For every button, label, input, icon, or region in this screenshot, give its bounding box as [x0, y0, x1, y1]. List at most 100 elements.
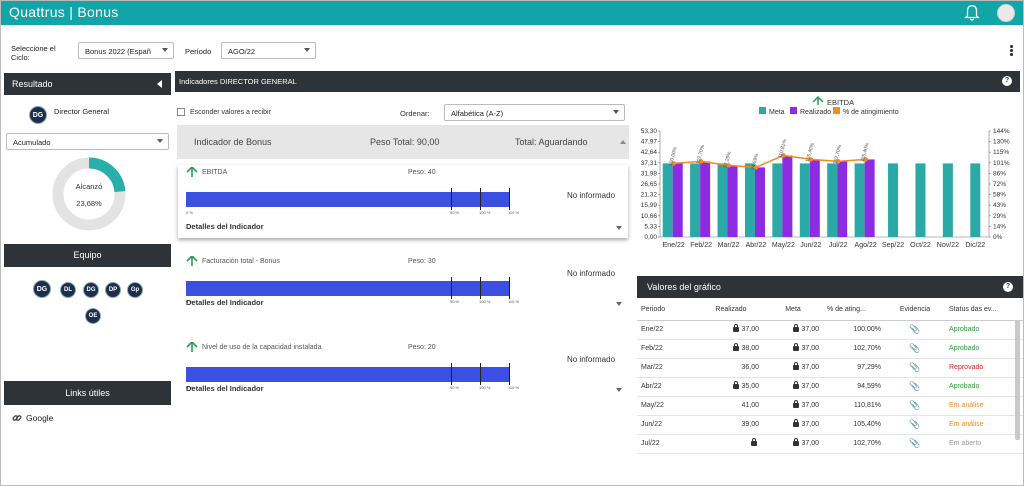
y2-tick-label: 130%: [993, 139, 1010, 146]
details-toggle[interactable]: Detalles del Indicador: [186, 298, 264, 307]
order-select[interactable]: Alfabética (A-Z): [444, 104, 625, 121]
cell-period: Ene/22: [637, 320, 699, 340]
team-header: Equipo: [4, 244, 171, 267]
pct-point: [671, 161, 677, 166]
indicator-card[interactable]: Nivel de uso de la capacidad instalada Pe…: [178, 340, 628, 406]
chevron-down-icon[interactable]: [616, 388, 622, 392]
table-row[interactable]: Jun/22 39,00 37,00 105,40% 📎 Em análise: [637, 415, 1023, 435]
period-select[interactable]: AGO/22: [221, 42, 316, 59]
lock-icon: [793, 438, 800, 446]
table-row[interactable]: Ene/22 37,00 37,00 100,00% 📎 Aprobado: [637, 320, 1023, 340]
cycle-select[interactable]: Bonus 2022 (Españ: [78, 42, 174, 59]
legend-label: % de atingimiento: [843, 109, 899, 116]
y-tick-label: 5,33: [644, 223, 657, 230]
indicator-peso: Peso: 20: [408, 344, 436, 351]
team-member-avatar[interactable]: DG: [83, 282, 99, 298]
y-tick-label: 26,65: [641, 181, 658, 188]
pct-data-label: 110,81%: [778, 138, 789, 159]
x-tick-label: Ene/22: [663, 242, 685, 249]
paperclip-icon[interactable]: 📎: [909, 381, 921, 391]
y2-tick-label: 144%: [993, 128, 1010, 135]
help-icon[interactable]: ?: [1002, 76, 1012, 86]
x-tick-label: Ago/22: [855, 242, 877, 249]
indicator-card[interactable]: Facturación total - Bonus Peso: 30 0 % 90 %…: [178, 254, 628, 320]
y-tick-label: 21,32: [641, 192, 658, 199]
accum-select[interactable]: Acumulado: [6, 133, 169, 150]
realizado-bar: [782, 155, 793, 237]
tick-label: 90 %: [450, 385, 460, 390]
table-row[interactable]: Feb/22 38,00 37,00 102,70% 📎 Aprobado: [637, 339, 1023, 359]
user-avatar[interactable]: [997, 4, 1015, 22]
ebitda-chart: EBITDA Meta Realizado % de atingimiento 53,3…: [641, 95, 1010, 249]
x-tick-label: Jul/22: [829, 242, 848, 249]
team-member-avatar[interactable]: OE: [85, 308, 101, 324]
table-row[interactable]: Abr/22 35,00 37,00 94,59% 📎 Aprobado: [637, 377, 1023, 397]
col-header: Evidencia: [885, 300, 945, 321]
donut-value: 23,68%: [76, 199, 102, 208]
team-member-avatar[interactable]: Gp: [127, 282, 143, 298]
chevron-up-icon[interactable]: [620, 140, 626, 144]
cell-meta: 37,00: [801, 383, 819, 390]
team-member-avatar[interactable]: DL: [60, 282, 76, 298]
tick-label: 110 %: [508, 299, 520, 304]
chevron-down-icon[interactable]: [616, 226, 622, 230]
collapse-icon[interactable]: [157, 80, 162, 88]
hide-values-checkbox[interactable]: [177, 108, 185, 116]
lock-icon: [733, 343, 740, 351]
threshold-110: [509, 188, 510, 210]
details-toggle[interactable]: Detalles del Indicador: [186, 384, 264, 393]
indicator-peso: Peso: 40: [408, 169, 436, 176]
details-toggle[interactable]: Detalles del Indicador: [186, 222, 264, 231]
kebab-menu-icon[interactable]: [1010, 45, 1013, 56]
cell-status: Reprovado: [945, 358, 1023, 378]
paperclip-icon[interactable]: 📎: [909, 362, 921, 372]
summary-peso-total: Peso Total: 90,00: [370, 137, 440, 147]
top-bar: Quattrus | Bonus: [1, 1, 1023, 25]
pct-data-label: 100,00%: [668, 146, 679, 167]
paperclip-icon[interactable]: 📎: [909, 419, 921, 429]
threshold-100: [480, 277, 481, 299]
col-header: Meta: [763, 300, 823, 321]
values-title: Valores del gráfico: [647, 282, 721, 292]
bell-icon[interactable]: [963, 4, 981, 22]
lock-icon: [733, 324, 740, 332]
paperclip-icon[interactable]: 📎: [909, 343, 921, 353]
pct-point: [753, 165, 759, 170]
indicator-card[interactable]: EBITDA Peso: 40 0 % 90 % 100 % 110 % No inform…: [178, 165, 628, 238]
realizado-bar: [754, 167, 765, 237]
team-member-avatar[interactable]: DP: [105, 282, 121, 298]
table-row[interactable]: May/22 41,00 37,00 110,81% 📎 Em análise: [637, 396, 1023, 416]
link-google[interactable]: Google: [26, 413, 54, 423]
indicator-name: Facturación total - Bonus: [202, 258, 280, 265]
progress-bar: [186, 367, 510, 382]
table-row[interactable]: Mar/22 36,00 37,00 97,29% 📎 Reprovado: [637, 358, 1023, 378]
director-avatar[interactable]: DG: [29, 106, 47, 124]
legend-label: Realizado: [800, 109, 831, 116]
paperclip-icon[interactable]: 📎: [909, 324, 921, 334]
paperclip-icon[interactable]: 📎: [909, 438, 921, 448]
meta-bar: [799, 163, 810, 237]
order-label: Ordenar:: [400, 109, 430, 118]
pct-point: [698, 159, 704, 164]
table-scrollbar[interactable]: [1015, 320, 1020, 440]
realizado-bar: [672, 163, 683, 237]
paperclip-icon[interactable]: 📎: [909, 400, 921, 410]
summary-indicator: Indicador de Bonus: [194, 137, 272, 147]
help-icon[interactable]: ?: [1003, 282, 1013, 292]
chevron-down-icon[interactable]: [616, 302, 622, 306]
y2-tick-label: 101%: [993, 160, 1010, 167]
y2-tick-label: 0%: [993, 234, 1003, 241]
values-table: Periodo Realizado Meta % de ating... Evi…: [637, 300, 1023, 454]
team-member-avatar[interactable]: DG: [33, 280, 51, 298]
tick-label: 100 %: [479, 385, 491, 390]
lock-icon: [793, 362, 800, 370]
x-tick-label: Mar/22: [718, 242, 740, 249]
chart-title: EBITDA: [827, 98, 854, 107]
period-select-value: AGO/22: [228, 47, 256, 56]
y2-tick-label: 43%: [993, 202, 1006, 209]
cell-meta: 37,00: [801, 345, 819, 352]
cell-status: Em análise: [945, 415, 1023, 435]
cell-period: Abr/22: [637, 377, 699, 397]
table-row[interactable]: Jul/22 37,00 102,70% 📎 Em aberto: [637, 434, 1023, 454]
meta-bar: [772, 163, 783, 237]
